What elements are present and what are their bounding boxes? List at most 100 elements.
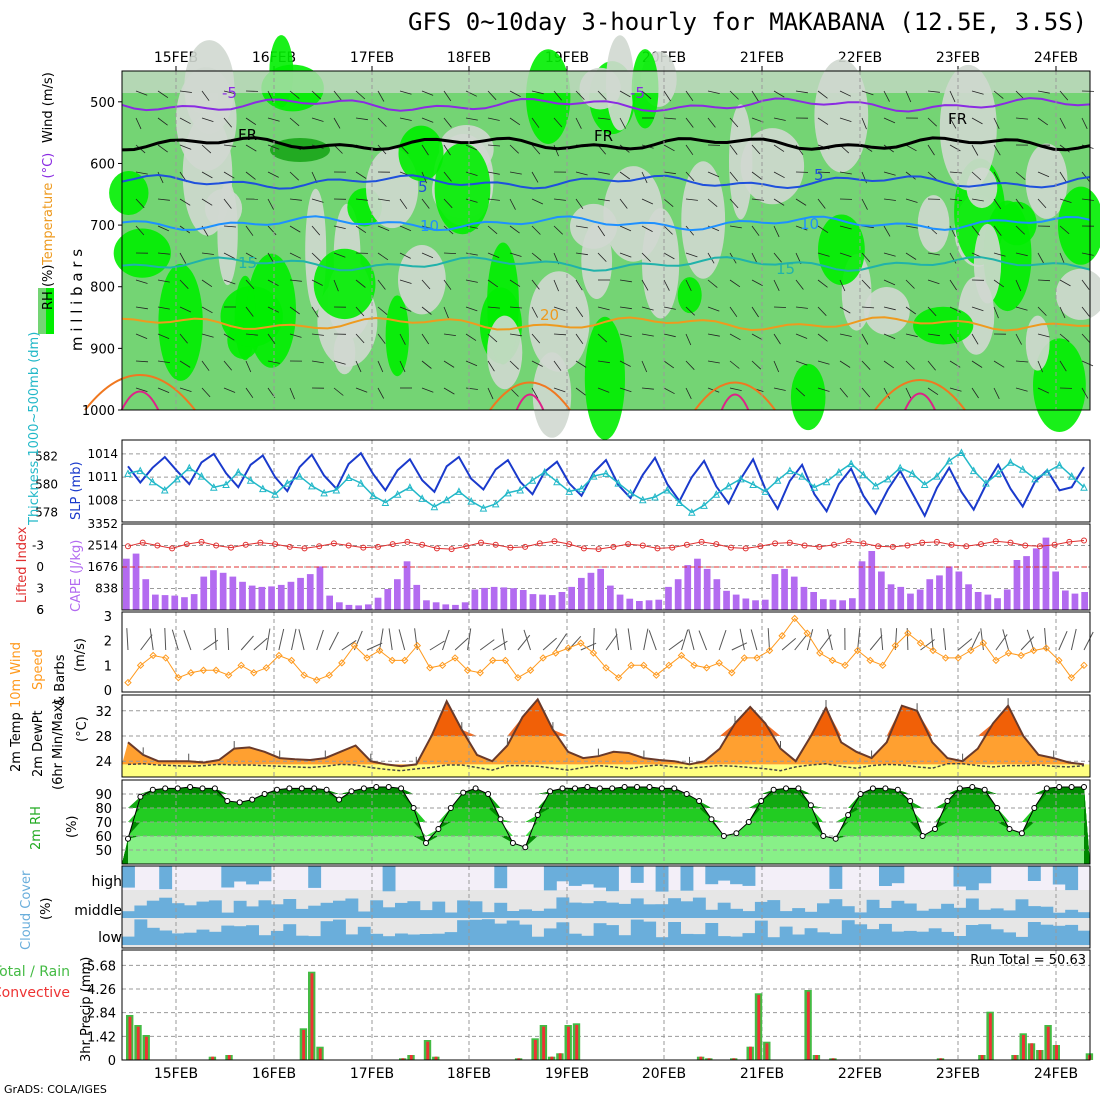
date-label-bottom-21FEB: 21FEB bbox=[740, 1066, 784, 1082]
wind-barb bbox=[201, 279, 213, 288]
lifted-index-label: Lifted Index bbox=[15, 526, 30, 603]
cloud-bar-middle bbox=[457, 900, 470, 918]
cape-bar bbox=[171, 595, 179, 610]
wind-barb bbox=[399, 90, 412, 95]
cloud-bar-low bbox=[841, 920, 855, 945]
rh-point bbox=[1043, 785, 1050, 792]
wind-barb bbox=[465, 90, 477, 97]
cloud-bar-middle bbox=[643, 904, 657, 918]
rh-point bbox=[932, 826, 938, 832]
wind-barb bbox=[663, 171, 676, 175]
wind-barb bbox=[531, 90, 544, 95]
wind-barb bbox=[531, 144, 541, 155]
cloud-bar-high bbox=[891, 866, 905, 884]
rh-tick-60: 60 bbox=[95, 830, 112, 845]
cloud-bar-low bbox=[320, 921, 334, 945]
lifted-index-point bbox=[757, 543, 764, 550]
lifted-index-point bbox=[169, 545, 176, 552]
cloud-bar-low bbox=[1040, 924, 1054, 945]
cloud-bar-high bbox=[1065, 866, 1079, 891]
wind-speed-point bbox=[992, 656, 1000, 665]
lifted-index-point bbox=[404, 538, 411, 545]
wind-barb bbox=[157, 333, 170, 339]
lifted-index-point bbox=[316, 543, 323, 550]
wind-speed-point bbox=[891, 641, 900, 650]
wind-barb bbox=[729, 90, 739, 100]
wind-barb bbox=[597, 225, 606, 237]
cloud-bar-middle bbox=[680, 901, 694, 918]
wind-barb bbox=[201, 144, 212, 154]
rh-point bbox=[286, 785, 293, 792]
dewpoint-line bbox=[127, 763, 1085, 772]
thickness-point bbox=[540, 467, 549, 476]
wind-barb bbox=[487, 117, 500, 121]
thickness-point bbox=[761, 487, 770, 495]
lifted-index-point bbox=[183, 541, 190, 548]
cloud-bar-high bbox=[122, 866, 135, 888]
wind-barb bbox=[443, 306, 449, 319]
wind-barb bbox=[465, 360, 478, 367]
cape-bar bbox=[742, 598, 750, 610]
wind-barb bbox=[223, 279, 236, 285]
wind-barb bbox=[663, 360, 675, 369]
cloud-bar-middle bbox=[668, 898, 681, 918]
cape-bar bbox=[452, 604, 459, 610]
precip-convective-bar bbox=[980, 1055, 984, 1060]
wind-barb bbox=[817, 90, 828, 99]
precip-convective-bar bbox=[1013, 1055, 1017, 1060]
precip-label-text: 3hr Precip (mm) bbox=[79, 957, 94, 1062]
rh-point bbox=[1006, 826, 1013, 832]
wind-barb bbox=[377, 225, 390, 231]
wind-barb bbox=[817, 252, 830, 257]
cape-bar bbox=[374, 597, 382, 610]
cape-bar bbox=[210, 570, 217, 610]
wind-barb bbox=[333, 360, 346, 365]
wind-barb bbox=[267, 171, 279, 178]
lifted-index-point bbox=[772, 540, 779, 547]
lifted-index-point bbox=[507, 544, 514, 551]
cape-bar bbox=[665, 586, 672, 610]
isotherm-label-4: FR bbox=[948, 110, 967, 128]
cloud-middle-label: middle bbox=[74, 903, 122, 919]
cape-bar bbox=[926, 579, 934, 610]
wind-barb bbox=[487, 306, 500, 309]
wind-barb bbox=[839, 171, 852, 175]
lifted-index-point bbox=[330, 540, 337, 547]
cape-bar bbox=[820, 599, 827, 610]
cloud-bar-low bbox=[1077, 930, 1091, 945]
cloud-bar-low bbox=[556, 922, 570, 945]
cloud-bar-low bbox=[767, 937, 781, 945]
wind-barb bbox=[157, 252, 170, 255]
wind-barb bbox=[201, 171, 213, 179]
cape-bar bbox=[500, 587, 508, 610]
wind-speed-point bbox=[967, 646, 975, 655]
surface-wind-barb bbox=[668, 639, 684, 651]
lifted-index-point bbox=[580, 545, 587, 552]
slp-tick-1011: 1011 bbox=[87, 470, 118, 484]
rh-point bbox=[770, 786, 777, 793]
wind-barb bbox=[179, 252, 187, 264]
cloud-bar-middle bbox=[1065, 909, 1079, 918]
cloud-bar-middle bbox=[804, 911, 818, 918]
cape-bar bbox=[277, 584, 285, 610]
rh-point bbox=[485, 791, 492, 797]
rh-point bbox=[1056, 784, 1063, 790]
cloud-bar-low bbox=[208, 931, 222, 945]
cloud-bar-low bbox=[581, 935, 595, 945]
legend-temperature-part: (°C) bbox=[41, 153, 56, 183]
wind-speed-point bbox=[614, 673, 623, 682]
rh-point bbox=[894, 786, 901, 793]
rh-high-patch bbox=[584, 316, 626, 440]
precip-tick-0: 0 bbox=[108, 1054, 116, 1069]
rh-point bbox=[224, 798, 231, 804]
precip-convective-bar bbox=[517, 1058, 521, 1060]
cloud-bar-low bbox=[370, 933, 384, 945]
wind-barb bbox=[949, 279, 957, 291]
thickness-point bbox=[933, 472, 941, 480]
cape-bar bbox=[732, 594, 740, 610]
cape-bar bbox=[510, 588, 517, 610]
wind-barb bbox=[487, 171, 500, 175]
surface-wind-barb bbox=[1083, 631, 1094, 651]
date-label-bottom-18FEB: 18FEB bbox=[447, 1066, 491, 1082]
cloud-bar-middle bbox=[705, 909, 719, 918]
